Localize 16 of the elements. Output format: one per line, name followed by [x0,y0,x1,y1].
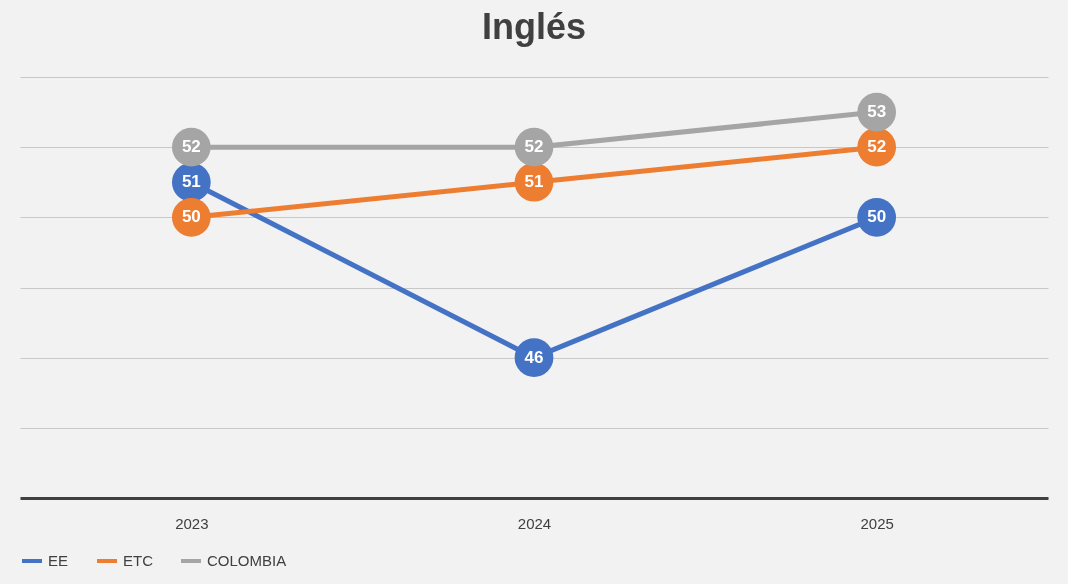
chart-title: Inglés [481,6,587,47]
legend-label: EE [48,552,69,569]
data-label: 51 [181,172,201,192]
x-tick-label: 2024 [517,514,552,532]
x-tick-label: 2023 [175,514,209,532]
data-label: 46 [524,347,544,367]
legend-label: COLOMBIA [207,552,287,569]
data-label: 50 [867,207,887,227]
data-label: 53 [867,102,887,122]
data-label: 52 [867,137,887,157]
legend-label: ETC [123,552,154,569]
data-label: 51 [524,172,544,192]
x-tick-label: 2025 [860,514,894,532]
data-label: 52 [181,137,201,157]
data-label: 52 [524,137,544,157]
data-label: 50 [181,207,201,227]
